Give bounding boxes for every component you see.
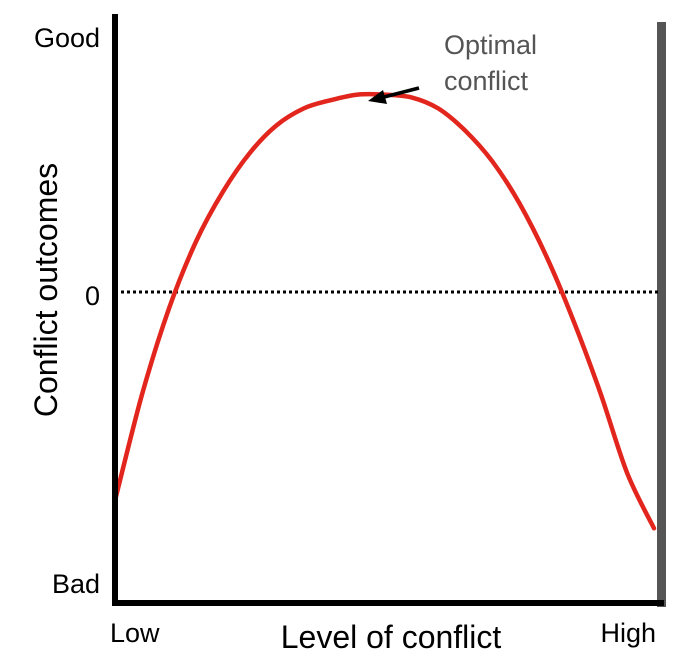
y-tick-label-zero: 0 — [85, 281, 100, 311]
y-axis-title: Conflict outcomes — [28, 163, 64, 417]
x-axis-title: Level of conflict — [281, 619, 502, 655]
annotation-arrow-head — [368, 90, 387, 104]
right-border-bar — [657, 22, 666, 607]
y-tick-label-bad: Bad — [52, 569, 100, 599]
annotation-label-line-2: conflict — [444, 66, 529, 96]
y-tick-label-good: Good — [34, 23, 100, 53]
annotation-arrow-shaft — [383, 86, 420, 99]
x-tick-label-high: High — [600, 618, 656, 648]
annotation-label-line-1: Optimal — [444, 30, 537, 60]
x-tick-label-low: Low — [110, 618, 160, 648]
series-line — [112, 91, 657, 531]
